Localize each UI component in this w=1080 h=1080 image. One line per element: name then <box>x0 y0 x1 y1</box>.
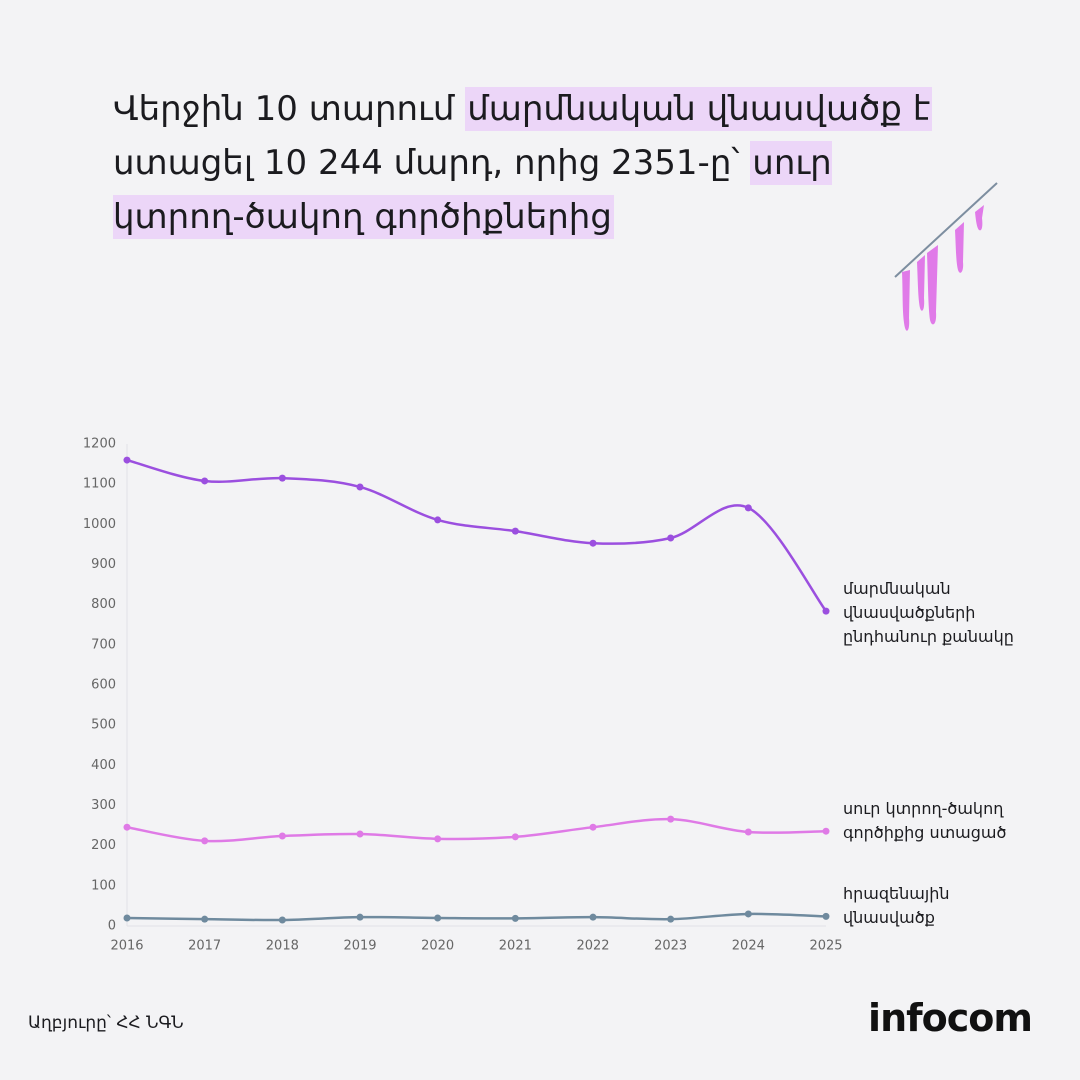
y-tick-label: 100 <box>91 878 116 893</box>
y-tick-label: 0 <box>108 919 116 934</box>
drip <box>917 255 925 311</box>
x-tick-label: 2025 <box>809 939 842 954</box>
source: Աղբյուրը՝ ՀՀ ՆԳՆ <box>28 1013 184 1033</box>
data-point <box>356 913 364 921</box>
y-tick-label: 1200 <box>83 437 116 452</box>
data-point <box>123 914 131 922</box>
series-label: սուր կտրող-ծակող գործիքից ստացած <box>843 799 1007 843</box>
x-tick-label: 2016 <box>110 939 143 954</box>
series-line <box>126 458 827 612</box>
data-point <box>123 456 131 464</box>
drip <box>902 270 910 331</box>
data-point <box>278 832 286 840</box>
data-point <box>201 837 209 845</box>
series-line <box>126 817 827 843</box>
series-label: մարմնական վնասվածքների ընդհանուր քանակը <box>843 579 1014 647</box>
data-point <box>744 910 752 918</box>
title-text: Վերջին 10 տարում <box>113 89 466 129</box>
y-tick-label: 1100 <box>83 477 116 492</box>
data-point <box>667 534 675 542</box>
y-tick-label: 200 <box>91 838 116 853</box>
x-tick-label: 2022 <box>576 939 609 954</box>
y-tick-label: 500 <box>91 718 116 733</box>
x-tick-label: 2021 <box>499 939 532 954</box>
data-point <box>356 483 364 491</box>
x-tick-label: 2018 <box>266 939 299 954</box>
x-tick-label: 2023 <box>654 939 687 954</box>
data-point <box>822 607 830 615</box>
drip <box>927 245 938 325</box>
data-point <box>667 815 675 823</box>
y-tick-label: 400 <box>91 758 116 773</box>
data-point <box>201 477 209 485</box>
data-point <box>589 539 597 547</box>
title: Վերջին 10 տարում մարմնական վնասվածք է ստ… <box>113 82 973 244</box>
x-tick-label: 2017 <box>188 939 221 954</box>
decoration-line <box>894 182 998 278</box>
y-tick-label: 800 <box>91 597 116 612</box>
data-point <box>356 830 364 838</box>
data-point <box>744 504 752 512</box>
data-point <box>123 823 131 831</box>
x-tick-label: 2020 <box>421 939 454 954</box>
data-point <box>822 827 830 835</box>
data-point <box>511 527 519 535</box>
title-highlight: մարմնական վնասվածք է <box>465 87 933 131</box>
series-line <box>126 912 827 922</box>
data-point <box>744 828 752 836</box>
drip <box>975 205 984 231</box>
title-text: ստացել 10 244 մարդ, որից 2351-ը՝ <box>113 143 751 183</box>
data-point <box>589 913 597 921</box>
y-tick-label: 1000 <box>83 517 116 532</box>
data-point <box>434 516 442 524</box>
data-point <box>511 833 519 841</box>
data-point <box>278 474 286 482</box>
data-point <box>434 914 442 922</box>
data-point <box>589 823 597 831</box>
y-tick-label: 600 <box>91 678 116 693</box>
y-tick-label: 900 <box>91 557 116 572</box>
data-point <box>434 835 442 843</box>
logo: infocom <box>868 996 1033 1040</box>
y-tick-label: 300 <box>91 798 116 813</box>
data-point <box>667 915 675 923</box>
drip-decoration <box>894 182 998 331</box>
data-point <box>278 916 286 924</box>
data-point <box>511 914 519 922</box>
data-point <box>822 912 830 920</box>
y-tick-label: 700 <box>91 637 116 652</box>
drip <box>955 222 964 273</box>
data-point <box>201 915 209 923</box>
x-tick-label: 2024 <box>732 939 765 954</box>
x-tick-label: 2019 <box>343 939 376 954</box>
series-label: հրազենային վնասվածք <box>843 884 950 928</box>
